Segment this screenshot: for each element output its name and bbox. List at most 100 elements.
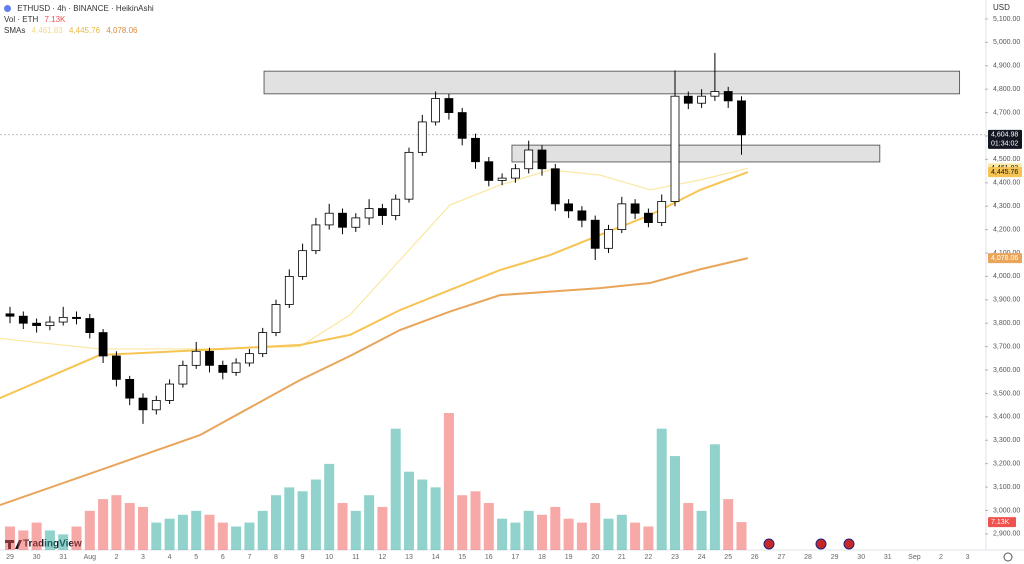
zone [263, 70, 961, 95]
volume-bar [630, 522, 641, 550]
x-tick-label: 22 [645, 554, 653, 561]
candle-body [377, 208, 387, 216]
y-tick-label: 3,700.00 [993, 343, 1020, 350]
volume-bar [670, 456, 680, 550]
x-tick-label: 31 [884, 554, 892, 561]
volume-bar [151, 522, 162, 550]
volume-bar [164, 518, 175, 550]
x-tick-label: 15 [458, 554, 466, 561]
x-tick-label: 24 [698, 554, 706, 561]
candle-body [683, 95, 693, 104]
x-tick-label: 11 [352, 554, 359, 561]
x-tick-label: 12 [379, 554, 387, 561]
header-sma: SMAs 4,461.83 4,445.76 4,078.06 [4, 26, 141, 35]
y-tick-label: 4,900.00 [993, 63, 1020, 70]
x-tick-label: 21 [618, 554, 626, 561]
x-tick-label: 31 [59, 554, 67, 561]
volume-bar [84, 510, 95, 550]
candle-body [18, 315, 28, 324]
y-tick-label: 5,100.00 [993, 16, 1020, 23]
volume-bar [124, 503, 135, 550]
candle-body [737, 100, 746, 136]
y-tick-label: 3,300.00 [993, 437, 1020, 444]
x-tick-label: 27 [778, 554, 786, 561]
x-tick-label: 16 [485, 554, 493, 561]
x-tick-label: 25 [724, 554, 732, 561]
y-tick-label: 3,000.00 [993, 507, 1020, 514]
x-tick-label: 4 [168, 554, 172, 561]
candle-body [657, 201, 667, 223]
candle-body [351, 217, 361, 228]
settings-icon[interactable] [1003, 552, 1013, 562]
currency: USD [993, 3, 1010, 12]
volume-bar [18, 530, 29, 550]
event-flag[interactable] [815, 538, 827, 550]
price-badge [988, 167, 1022, 178]
volume-badge-label: 7.13K [991, 519, 1010, 526]
volume-bar [350, 510, 361, 550]
candle-body [218, 364, 228, 373]
candle-body [85, 318, 95, 333]
volume-bar [696, 510, 707, 550]
volume-bar [470, 491, 481, 550]
x-tick-label: 9 [301, 554, 305, 561]
y-tick-label: 5,000.00 [993, 39, 1020, 46]
x-tick-label: 7 [247, 554, 251, 561]
y-tick-label: 4,700.00 [993, 109, 1020, 116]
candle-body [497, 177, 507, 181]
event-flag[interactable] [763, 538, 775, 550]
volume-bar [310, 479, 321, 550]
candle-body [550, 168, 560, 205]
candle-body [244, 353, 254, 364]
price-badge-label: 4,078.06 [991, 255, 1018, 262]
candle-body [178, 364, 188, 385]
volume-bar [417, 479, 428, 550]
event-icons [763, 538, 855, 550]
x-tick-label: 5 [194, 554, 198, 561]
price-badge [988, 253, 1022, 264]
candle-body [644, 212, 653, 223]
symbol-icon [4, 5, 11, 13]
candle-body [205, 350, 214, 366]
volume-bar [257, 510, 268, 550]
candle-body [45, 321, 55, 326]
candle-body [404, 151, 414, 200]
y-tick-label: 4,000.00 [993, 273, 1020, 280]
candle-body [444, 98, 454, 113]
volume-bar [683, 503, 694, 550]
candle-body [151, 400, 161, 411]
candle-body [284, 276, 294, 305]
price-badge-label: 4,445.76 [991, 169, 1018, 176]
candle-body [98, 332, 108, 357]
volume-bar [177, 514, 188, 550]
event-flag[interactable] [843, 538, 855, 550]
candle-body [191, 350, 201, 366]
candle-body [258, 332, 268, 355]
volume-bar [523, 510, 534, 550]
y-tick-label: 3,800.00 [993, 320, 1020, 327]
candle-body [125, 378, 135, 399]
x-tick-label: 14 [432, 554, 440, 561]
volume-bar [390, 428, 401, 550]
x-tick-label: Aug [84, 554, 97, 561]
zone [511, 144, 881, 163]
volume-bar [616, 514, 627, 550]
candle-body [32, 322, 41, 326]
candle-body [58, 316, 68, 323]
y-tick-label: 3,600.00 [993, 367, 1020, 374]
sma-value: 4,078.06 [106, 26, 138, 35]
volume-bar [443, 413, 454, 550]
countdown: 01:34:02 [991, 141, 1018, 148]
header-symbol: ETHUSD · 4h · BINANCE · HeikinAshi [4, 4, 158, 13]
volume-bar [377, 506, 388, 550]
x-tick-label: 17 [512, 554, 520, 561]
x-tick-label: 18 [538, 554, 546, 561]
y-tick-label: 4,200.00 [993, 226, 1020, 233]
candle-body [338, 212, 347, 228]
volume-bar [71, 526, 82, 550]
volume-bar [510, 522, 521, 550]
candle-body [298, 250, 308, 277]
y-tick-label: 3,400.00 [993, 414, 1020, 421]
y-tick-label: 4,500.00 [993, 156, 1020, 163]
